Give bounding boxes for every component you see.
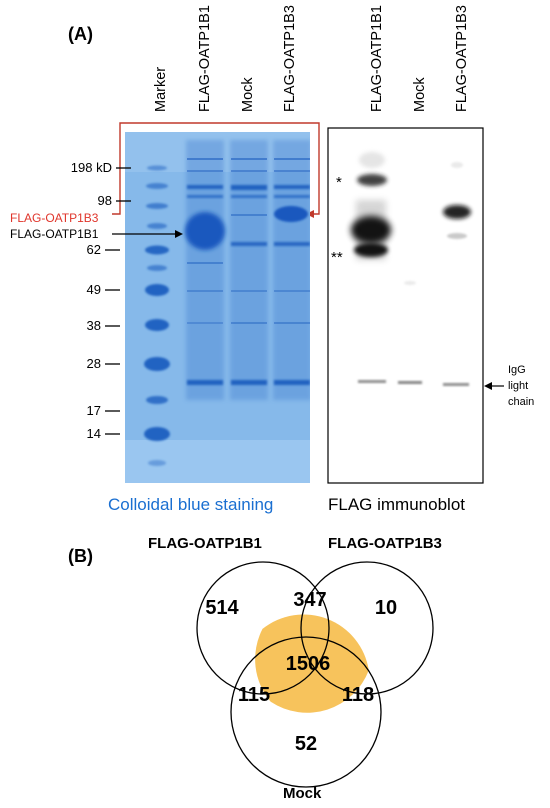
count-all-three: 1506: [286, 653, 331, 675]
oatp1b3-band-label: FLAG-OATP1B3: [10, 211, 99, 225]
igg-label-line3: chain: [508, 396, 534, 408]
red-bracket: [112, 122, 320, 215]
blot-label-oatp1b1: FLAG-OATP1B1: [369, 5, 385, 112]
blot-caption: FLAG immunoblot: [328, 495, 465, 514]
mw-label-49: 49: [87, 282, 101, 297]
set-label-oatp1b3: FLAG-OATP1B3: [328, 535, 442, 552]
single-star-label: *: [336, 174, 342, 191]
lane-label-oatp1b3: FLAG-OATP1B3: [282, 5, 298, 112]
mw-label-17: 17: [87, 403, 101, 418]
igg-arrowhead: [484, 382, 492, 390]
set-label-oatp1b1: FLAG-OATP1B1: [148, 535, 262, 552]
count-mock-only: 52: [295, 733, 317, 755]
mw-label-98: 98: [98, 193, 112, 208]
blot-label-mock: Mock: [412, 77, 428, 112]
lane-label-marker: Marker: [153, 67, 169, 112]
panel-a-label: (A): [68, 24, 93, 44]
mw-label-198: 198 kD: [71, 160, 112, 175]
mw-markers: 198 kD 98 62 49 38 28 17 14: [71, 160, 131, 441]
panel-b-label: (B): [68, 546, 93, 566]
lane-label-oatp1b1: FLAG-OATP1B1: [197, 5, 213, 112]
venn-circle-oatp1b3: [300, 561, 434, 695]
count-oatp1b3-mock: 118: [342, 684, 374, 706]
count-oatp1b3-only: 10: [375, 597, 397, 619]
sample-lane-streaks: [186, 140, 310, 400]
igg-label-line2: light: [508, 380, 528, 392]
venn-circle-oatp1b1: [196, 561, 330, 695]
lane-label-mock: Mock: [240, 77, 256, 112]
set-label-mock: Mock: [283, 785, 322, 802]
immunoblot-frame: [327, 127, 484, 484]
double-star-label: **: [331, 249, 343, 266]
oatp1b1-arrowhead: [175, 230, 183, 238]
count-oatp1b1-mock: 115: [238, 684, 270, 706]
gel-caption: Colloidal blue staining: [108, 495, 273, 514]
venn-circle-mock: [230, 636, 382, 788]
venn-counts: 514 10 347 1506 115 118 52: [205, 589, 397, 755]
colloidal-gel: [125, 132, 310, 483]
oatp1b1-band-label: FLAG-OATP1B1: [10, 227, 99, 241]
immunoblot-bands: [351, 152, 471, 386]
igg-label-line1: IgG: [508, 364, 526, 376]
venn-diagram: [196, 561, 434, 788]
sample-lane-bands: [185, 158, 310, 385]
mw-label-38: 38: [87, 318, 101, 333]
marker-lane: [144, 165, 170, 466]
venn-set-labels: FLAG-OATP1B1 FLAG-OATP1B3 Mock: [148, 535, 442, 802]
mw-label-14: 14: [87, 426, 101, 441]
mw-label-28: 28: [87, 356, 101, 371]
blot-label-oatp1b3: FLAG-OATP1B3: [454, 5, 470, 112]
mw-label-62: 62: [87, 242, 101, 257]
blot-lane-labels: FLAG-OATP1B1 Mock FLAG-OATP1B3: [369, 5, 470, 112]
count-oatp1b1-oatp1b3: 347: [293, 589, 326, 611]
count-oatp1b1-only: 514: [205, 597, 239, 619]
gel-lane-labels: Marker FLAG-OATP1B1 Mock FLAG-OATP1B3: [153, 5, 298, 112]
